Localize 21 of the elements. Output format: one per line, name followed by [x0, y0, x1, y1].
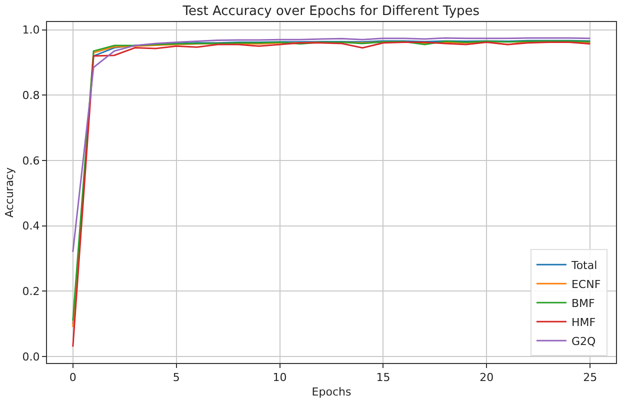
- x-tick-label: 5: [172, 371, 180, 384]
- x-axis-title: Epochs: [312, 385, 352, 398]
- y-tick-label: 0.4: [22, 220, 40, 233]
- x-tick-label: 10: [272, 371, 287, 384]
- chart-title: Test Accuracy over Epochs for Different Types: [182, 4, 480, 20]
- y-tick-label: 0.8: [22, 89, 40, 102]
- x-tick-label: 20: [480, 371, 494, 384]
- line-series: [72, 37, 591, 253]
- y-tick-label: 0.2: [22, 284, 40, 298]
- y-axis-title: Accuracy: [2, 166, 16, 218]
- y-tick-label: 1.0: [22, 24, 40, 37]
- x-tick-label: 0: [69, 371, 76, 384]
- x-tick-label: 25: [583, 371, 598, 384]
- legend-label: Total: [570, 258, 598, 272]
- legend-label: ECNF: [571, 278, 601, 291]
- y-tick-label: 0.6: [22, 154, 40, 168]
- legend-label: G2Q: [571, 334, 596, 348]
- legend-label: HMF: [571, 316, 596, 329]
- legend-label: BMF: [571, 296, 595, 310]
- y-tick-label: 0.0: [22, 350, 40, 364]
- x-tick-label: 15: [376, 371, 390, 384]
